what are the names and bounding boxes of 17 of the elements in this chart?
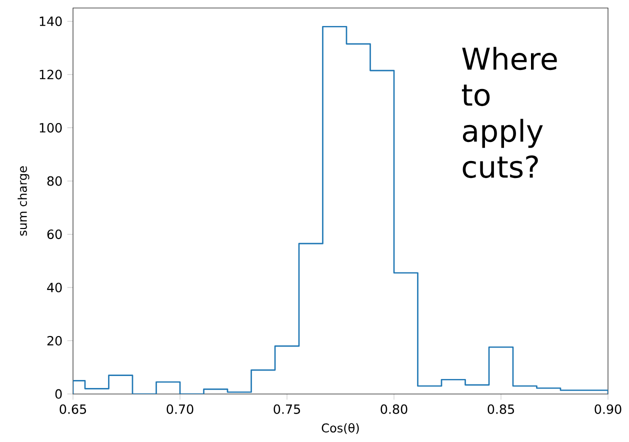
y-tick-label: 100 xyxy=(40,122,62,133)
y-tick-label: 20 xyxy=(47,336,62,346)
y-tick-label: 60 xyxy=(47,229,62,240)
y-tick-label: 80 xyxy=(47,176,62,186)
x-tick-label: 0.90 xyxy=(594,404,622,414)
x-tick-label: 0.75 xyxy=(274,404,300,414)
y-tick-label: 120 xyxy=(40,70,62,80)
y-tick-label: 140 xyxy=(40,16,62,26)
x-tick-label: 0.65 xyxy=(60,404,86,414)
x-tick-label: 0.70 xyxy=(166,404,194,414)
y-axis-title: sum charge xyxy=(18,166,30,236)
annotation: Where to apply cuts? xyxy=(462,46,557,178)
y-tick-label: 0 xyxy=(55,389,62,399)
x-tick-label: 0.80 xyxy=(380,404,408,414)
y-tick-label: 40 xyxy=(47,282,62,292)
x-axis-title: Cos(θ) xyxy=(322,423,359,434)
x-tick-label: 0.85 xyxy=(488,404,514,414)
